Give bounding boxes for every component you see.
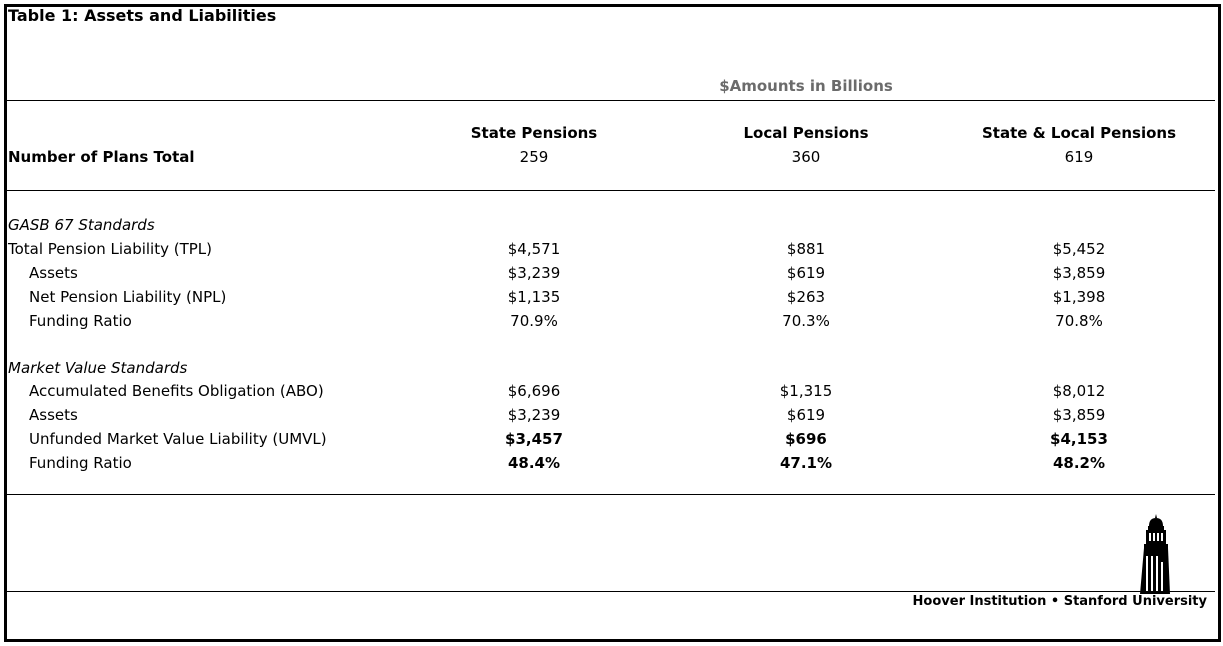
market-heading-row: Market Value Standards (0, 359, 1223, 383)
cell-state: $6,696 (507, 382, 561, 400)
column-header-local: Local Pensions (743, 124, 869, 142)
row-label: Net Pension Liability (NPL) (29, 288, 227, 306)
cell-local: 47.1% (779, 454, 833, 472)
cell-state-local: $1,398 (1052, 288, 1106, 306)
gasb-heading-row: GASB 67 Standards (0, 216, 1223, 240)
footer-attribution: Hoover Institution • Stanford University (912, 594, 1207, 609)
cell-state-local: 70.8% (1055, 312, 1103, 330)
cell-local: $881 (786, 240, 826, 258)
table-row: Net Pension Liability (NPL) $1,135 $263 … (0, 288, 1223, 312)
hoover-tower-icon (1140, 514, 1170, 594)
column-header-row: State Pensions Local Pensions State & Lo… (0, 124, 1223, 148)
cell-state-local: $3,859 (1052, 406, 1106, 424)
table-row: Total Pension Liability (TPL) $4,571 $88… (0, 240, 1223, 264)
table-frame (4, 4, 1221, 642)
cell-local: $619 (786, 264, 826, 282)
cell-state: 48.4% (507, 454, 561, 472)
cell-state: $3,239 (507, 406, 561, 424)
cell-state-local: $5,452 (1052, 240, 1106, 258)
divider-bottom (7, 494, 1215, 495)
plans-state: 259 (519, 148, 549, 166)
row-label: Funding Ratio (29, 454, 132, 472)
row-label: Unfunded Market Value Liability (UMVL) (29, 430, 327, 448)
gasb-heading: GASB 67 Standards (8, 216, 155, 234)
cell-state: $3,239 (507, 264, 561, 282)
units-note-text: $Amounts in Billions (719, 77, 893, 95)
cell-local: $1,315 (779, 382, 833, 400)
divider-header (7, 190, 1215, 191)
column-header-state-local: State & Local Pensions (981, 124, 1177, 142)
row-label: Assets (29, 406, 78, 424)
cell-state: 70.9% (510, 312, 558, 330)
cell-local: $619 (786, 406, 826, 424)
plans-local: 360 (791, 148, 821, 166)
row-label: Accumulated Benefits Obligation (ABO) (29, 382, 324, 400)
table-row: Unfunded Market Value Liability (UMVL) $… (0, 430, 1223, 454)
divider-footer (7, 591, 1215, 592)
cell-state-local: $4,153 (1050, 430, 1108, 448)
cell-state-local: $8,012 (1052, 382, 1106, 400)
cell-state: $1,135 (507, 288, 561, 306)
plans-state-local: 619 (1064, 148, 1094, 166)
table-row: Assets $3,239 $619 $3,859 (0, 264, 1223, 288)
cell-local: $696 (785, 430, 827, 448)
table-row: Funding Ratio 70.9% 70.3% 70.8% (0, 312, 1223, 336)
plans-row: Number of Plans Total 259 360 619 (0, 148, 1223, 172)
column-header-state: State Pensions (470, 124, 598, 142)
row-label: Assets (29, 264, 78, 282)
row-label: Funding Ratio (29, 312, 132, 330)
cell-local: 70.3% (782, 312, 830, 330)
row-label: Total Pension Liability (TPL) (8, 240, 213, 258)
table-title: Table 1: Assets and Liabilities (8, 6, 277, 25)
market-heading: Market Value Standards (8, 359, 188, 377)
cell-state-local: $3,859 (1052, 264, 1106, 282)
table-row: Funding Ratio 48.4% 47.1% 48.2% (0, 454, 1223, 478)
cell-state-local: 48.2% (1052, 454, 1106, 472)
table-row: Accumulated Benefits Obligation (ABO) $6… (0, 382, 1223, 406)
cell-state: $3,457 (505, 430, 563, 448)
divider-top (7, 100, 1215, 101)
plans-row-label: Number of Plans Total (8, 148, 195, 166)
cell-state: $4,571 (507, 240, 561, 258)
cell-local: $263 (786, 288, 826, 306)
table-row: Assets $3,239 $619 $3,859 (0, 406, 1223, 430)
